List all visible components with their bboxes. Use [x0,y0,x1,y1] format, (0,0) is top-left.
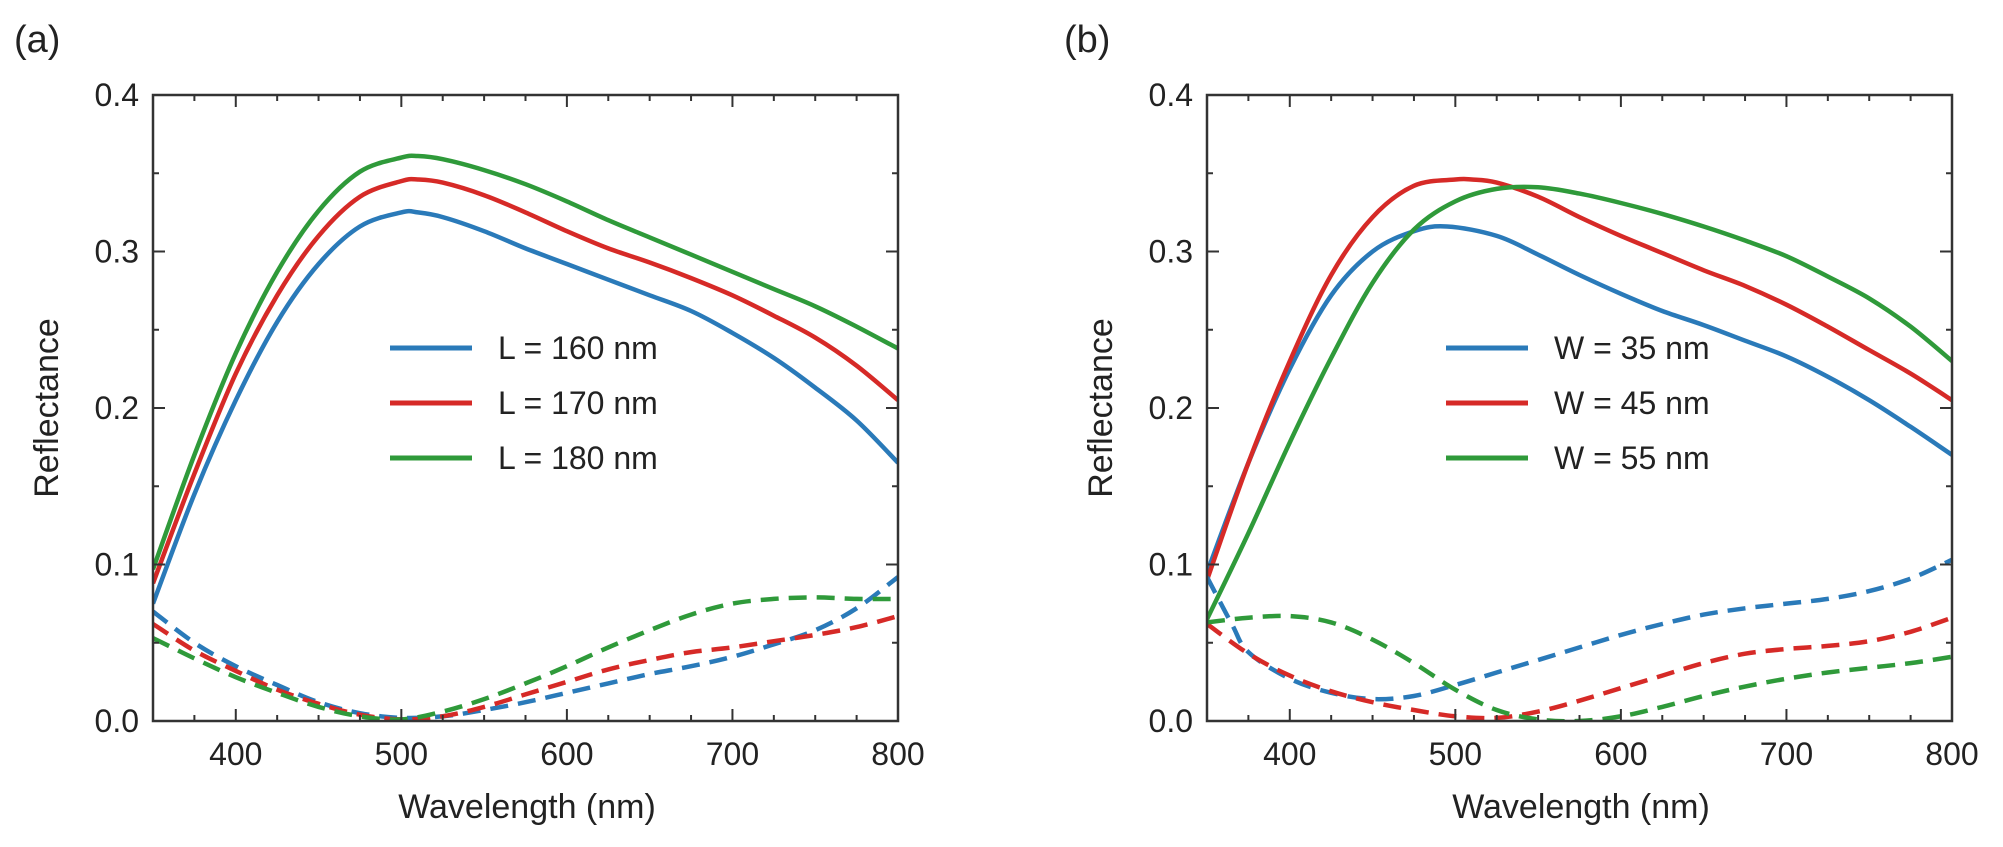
panel-b: (b) Reflectance Wavelength (nm) 400 500 60… [1064,19,1979,826]
series-line-a-dashed-5 [153,595,898,721]
y-tick-label-b-0.3: 0.3 [1149,234,1193,270]
y-axis-label-b: Reflectance [1082,318,1120,498]
legend-label-b-1: W = 45 nm [1554,385,1710,421]
legend-label-a-1: L = 170 nm [498,385,658,421]
y-tick-label-b-0.4: 0.4 [1149,77,1193,113]
panel-a: (a) Reflectance Wavelength (nm) 400 500 60… [14,19,925,826]
series-line-a-solid-2 [153,153,898,570]
plot-frame-b [1205,93,1954,723]
series-line-a-dashed-4 [153,613,898,721]
x-tick-label-b-400: 400 [1263,736,1316,772]
y-tick-label-a-0.0: 0.0 [95,703,139,739]
x-tick-label-a-400: 400 [209,736,262,772]
x-tick-label-a-700: 700 [706,736,759,772]
x-axis-label-a: Wavelength (nm) [398,788,656,826]
legend-label-a-0: L = 160 nm [498,330,658,366]
y-tick-label-a-0.4: 0.4 [95,77,139,113]
y-tick-label-a-0.2: 0.2 [95,390,139,426]
panel-label-a: (a) [14,19,60,61]
plot-frame-a [151,93,900,723]
x-tick-label-a-800: 800 [871,736,924,772]
y-tick-label-b-0.0: 0.0 [1149,703,1193,739]
series-line-b-dashed-5 [1207,613,1952,721]
ticks-layer-b: 400 500 600 700 800 0.0 0.1 0.2 0.3 0.4 [1149,77,1979,772]
series-line-b-dashed-4 [1207,615,1952,721]
series-layer-b [1207,176,1952,721]
legend-label-a-2: L = 180 nm [498,440,658,476]
legend-label-b-2: W = 55 nm [1554,440,1710,476]
x-tick-label-a-500: 500 [375,736,428,772]
legend-b: W = 35 nm W = 45 nm W = 55 nm [1446,330,1710,476]
series-line-a-solid-1 [153,176,898,585]
y-tick-label-b-0.2: 0.2 [1149,390,1193,426]
x-tick-label-b-500: 500 [1429,736,1482,772]
series-line-a-solid-0 [153,208,898,605]
y-tick-label-a-0.1: 0.1 [95,547,139,583]
legend-a: L = 160 nm L = 170 nm L = 180 nm [390,330,658,476]
x-tick-label-a-600: 600 [540,736,593,772]
series-line-b-dashed-3 [1207,557,1952,702]
series-line-b-solid-1 [1207,176,1952,581]
y-tick-label-a-0.3: 0.3 [95,234,139,270]
x-tick-label-b-800: 800 [1925,736,1978,772]
y-tick-label-b-0.1: 0.1 [1149,547,1193,583]
x-axis-label-b: Wavelength (nm) [1452,788,1710,826]
panel-label-b: (b) [1064,19,1110,61]
y-axis-label-a: Reflectance [28,318,66,498]
series-line-b-solid-0 [1207,224,1952,574]
x-tick-label-b-600: 600 [1594,736,1647,772]
series-line-b-solid-2 [1207,184,1952,621]
legend-label-b-0: W = 35 nm [1554,330,1710,366]
series-layer-a [153,153,898,721]
series-line-a-dashed-3 [153,575,898,721]
x-tick-label-b-700: 700 [1760,736,1813,772]
